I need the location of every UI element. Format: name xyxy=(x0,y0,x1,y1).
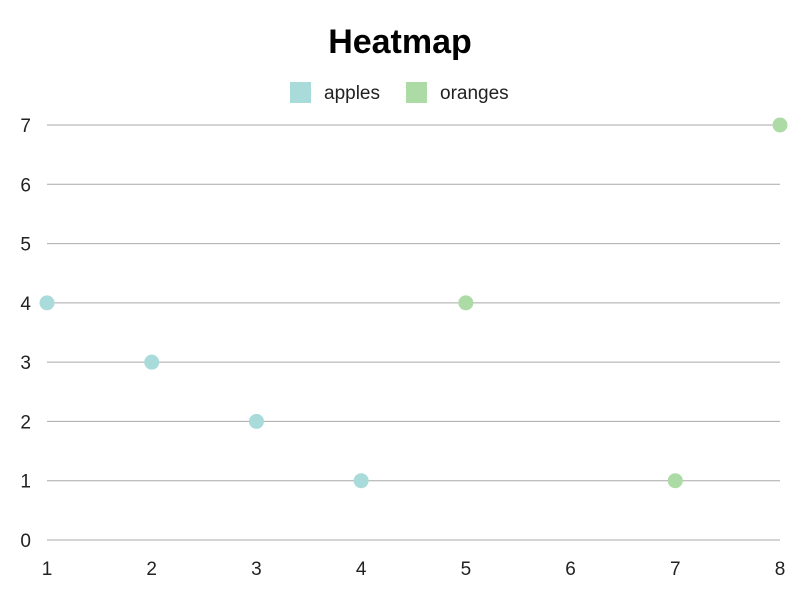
legend-swatch xyxy=(406,82,427,103)
y-axis-ticks: 0 1 2 3 4 5 6 7 xyxy=(20,116,31,552)
y-tick-label: 4 xyxy=(20,294,31,315)
x-tick-label: 7 xyxy=(670,559,681,580)
y-tick-label: 7 xyxy=(20,116,31,137)
point-oranges-2[interactable] xyxy=(772,117,788,133)
x-tick-label: 4 xyxy=(356,559,367,580)
x-tick-label: 1 xyxy=(42,559,53,580)
y-tick-label: 1 xyxy=(20,472,31,493)
x-tick-label: 8 xyxy=(775,559,786,580)
y-tick-label: 2 xyxy=(20,412,31,433)
point-oranges-1[interactable] xyxy=(667,473,683,489)
y-tick-label: 3 xyxy=(20,353,31,374)
point-apples-3[interactable] xyxy=(353,473,369,489)
grid xyxy=(47,124,780,541)
point-apples-0[interactable] xyxy=(39,295,55,311)
legend-label: apples xyxy=(324,83,380,104)
point-apples-2[interactable] xyxy=(248,413,264,429)
point-oranges-0[interactable] xyxy=(458,295,474,311)
y-tick-label: 5 xyxy=(20,235,31,256)
x-tick-label: 3 xyxy=(251,559,262,580)
legend-swatch xyxy=(290,82,311,103)
y-tick-label: 0 xyxy=(20,531,31,552)
legend-item-oranges[interactable]: oranges xyxy=(406,82,509,104)
x-tick-label: 2 xyxy=(146,559,157,580)
legend-item-apples[interactable]: apples xyxy=(290,82,380,104)
x-tick-label: 6 xyxy=(565,559,576,580)
point-apples-1[interactable] xyxy=(144,354,160,370)
chart-title: Heatmap xyxy=(328,23,472,61)
x-axis-ticks: 1 2 3 4 5 6 7 8 xyxy=(42,559,786,580)
data-points xyxy=(39,117,788,489)
x-tick-label: 5 xyxy=(461,559,472,580)
legend: apples oranges xyxy=(290,82,509,104)
legend-label: oranges xyxy=(440,83,509,104)
y-tick-label: 6 xyxy=(20,175,31,196)
